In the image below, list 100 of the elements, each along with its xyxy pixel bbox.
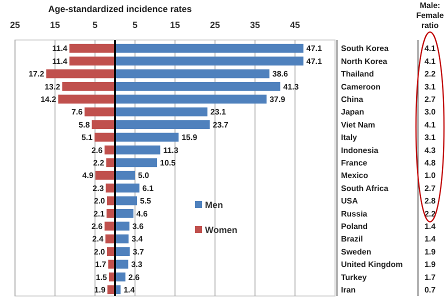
text: 4.1 <box>424 44 436 54</box>
data-label: 23.1 <box>210 108 227 117</box>
y-tick-label: Iran <box>341 285 356 294</box>
text: 2.7 <box>424 94 436 104</box>
bar <box>104 146 115 154</box>
bar <box>115 56 304 66</box>
bar <box>115 120 210 129</box>
bar <box>69 44 115 53</box>
y-tick-label: USA <box>341 196 358 206</box>
text: 1.4 <box>424 234 436 244</box>
y-tick-label: United Kingdom <box>341 260 403 270</box>
data-label: 4.6 <box>136 209 148 218</box>
text: 1.4 <box>424 222 436 231</box>
text: 2.2 <box>424 209 436 218</box>
data-label: 14.2 <box>40 94 57 104</box>
text: 1.0 <box>424 171 436 180</box>
data-label: 2.4 <box>92 234 104 244</box>
data-label: 2.3 <box>92 184 104 193</box>
bar <box>106 209 115 218</box>
bar <box>106 158 115 168</box>
text: 1.7 <box>424 272 436 282</box>
bar <box>115 272 126 282</box>
text: 4.1 <box>424 120 436 130</box>
bar <box>104 222 115 231</box>
y-tick-label: Brazil <box>341 234 363 244</box>
data-label: 3.7 <box>132 247 144 256</box>
data-label: 1.7 <box>95 260 107 270</box>
bar <box>115 82 280 91</box>
text: 1.9 <box>424 247 436 256</box>
text: 4.3 <box>424 146 436 155</box>
text: 2.7 <box>424 184 436 193</box>
text: 0.7 <box>424 285 436 294</box>
y-tick-label: France <box>341 158 368 168</box>
text: 2.8 <box>424 196 436 206</box>
text: 4.1 <box>424 56 436 66</box>
bar <box>115 132 179 142</box>
bar <box>115 209 134 218</box>
bar <box>69 56 115 66</box>
data-label: 41.3 <box>283 82 300 92</box>
data-label: 5.0 <box>138 171 150 180</box>
bar <box>115 146 160 154</box>
data-label: 15.9 <box>182 133 198 142</box>
data-label: 10.5 <box>160 158 176 168</box>
y-tick-label: Turkey <box>341 272 368 282</box>
legend-label: Men <box>205 200 223 210</box>
bar <box>115 107 208 116</box>
data-label: 4.9 <box>82 171 94 180</box>
bar <box>115 170 135 180</box>
bar <box>115 94 267 104</box>
y-tick-label: Thailand <box>341 70 374 79</box>
data-label: 17.2 <box>28 70 45 79</box>
data-label: 11.4 <box>52 56 68 66</box>
data-label: 3.4 <box>132 234 144 244</box>
data-label: 2.6 <box>128 272 140 282</box>
data-label: 2.1 <box>93 209 106 218</box>
y-tick-label: Sweden <box>341 247 372 256</box>
data-label: 2.6 <box>91 146 104 155</box>
bar <box>62 82 115 91</box>
bar <box>95 170 115 180</box>
bar <box>115 234 129 244</box>
data-label: 2.0 <box>94 196 106 206</box>
bar <box>115 69 270 78</box>
x-tick-label: 25 <box>210 20 220 30</box>
data-label: 2.0 <box>94 247 106 256</box>
data-label: 38.6 <box>272 70 289 79</box>
legend-label: Women <box>205 225 238 236</box>
data-label: 1.5 <box>96 272 108 282</box>
x-tick-label: 15 <box>50 20 60 30</box>
x-tick-label: 35 <box>250 20 260 30</box>
data-label: 13.2 <box>44 82 61 92</box>
y-tick-label: South Korea <box>341 44 390 54</box>
text: 3.1 <box>424 133 436 142</box>
bar <box>94 132 115 142</box>
data-label: 5.8 <box>78 120 90 130</box>
text: 4.8 <box>424 158 436 168</box>
x-tick-label: 5 <box>92 20 98 30</box>
data-label: 1.4 <box>124 285 136 294</box>
y-tick-label: Viet Nam <box>341 120 376 130</box>
bar <box>115 184 140 192</box>
text: 3.0 <box>424 108 436 117</box>
data-label: 1.9 <box>94 285 106 294</box>
data-label: 3.6 <box>132 222 144 231</box>
bar <box>92 120 115 129</box>
data-label: 5.5 <box>140 196 152 206</box>
bar <box>115 247 130 256</box>
data-label: 11.3 <box>163 146 179 155</box>
text: 1.9 <box>424 260 436 270</box>
data-label: 47.1 <box>306 56 323 66</box>
bar <box>115 158 157 168</box>
data-label: 23.7 <box>212 120 229 130</box>
text: 2.2 <box>424 70 436 79</box>
data-label: 6.1 <box>142 184 154 193</box>
y-tick-label: China <box>341 94 364 104</box>
y-tick-label: Indonesia <box>341 146 379 155</box>
y-tick-label: Cameroon <box>341 82 381 92</box>
data-label: 5.1 <box>81 133 94 142</box>
bar <box>46 69 115 78</box>
bar <box>115 222 130 231</box>
y-tick-label: North Korea <box>341 56 388 66</box>
data-label: 2.6 <box>91 222 104 231</box>
